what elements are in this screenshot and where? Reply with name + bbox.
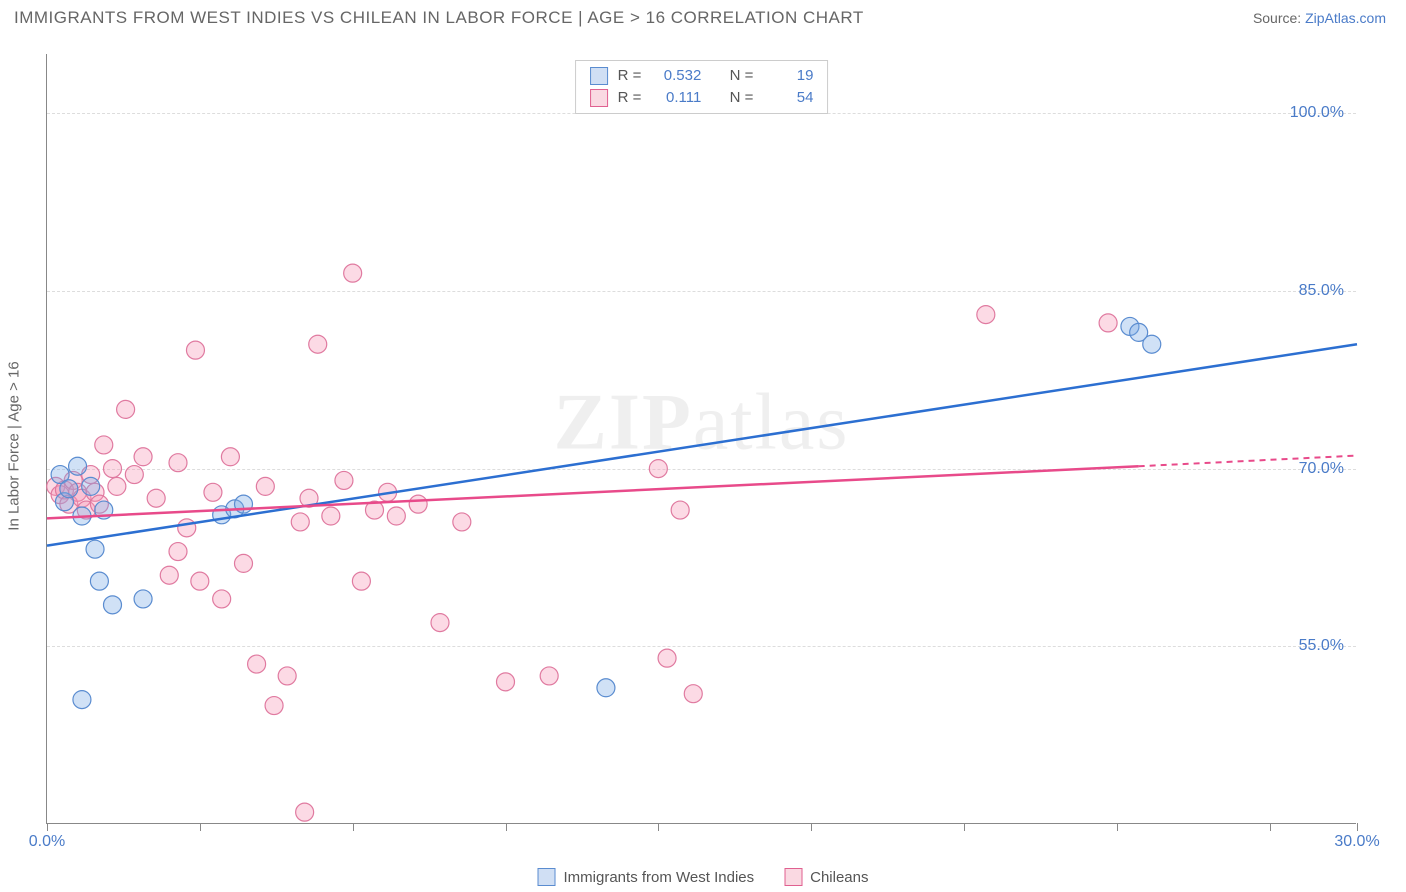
data-point-pink: [344, 264, 362, 282]
data-point-pink: [309, 335, 327, 353]
source-attribution: Source: ZipAtlas.com: [1253, 10, 1386, 26]
data-point-pink: [235, 554, 253, 572]
legend-label-blue: Immigrants from West Indies: [564, 869, 755, 886]
swatch-pink-icon: [784, 868, 802, 886]
data-point-blue: [82, 477, 100, 495]
x-tick: [1117, 823, 1118, 831]
data-point-pink: [453, 513, 471, 531]
data-point-pink: [108, 477, 126, 495]
data-point-pink: [431, 614, 449, 632]
regression-line-blue: [47, 344, 1357, 545]
data-point-pink: [134, 448, 152, 466]
data-point-pink: [117, 400, 135, 418]
data-point-blue: [86, 540, 104, 558]
data-point-pink: [296, 803, 314, 821]
swatch-blue-icon: [590, 67, 608, 85]
chart-title: IMMIGRANTS FROM WEST INDIES VS CHILEAN I…: [14, 8, 864, 28]
data-point-pink: [178, 519, 196, 537]
data-point-pink: [186, 341, 204, 359]
data-point-blue: [597, 679, 615, 697]
n-label: N =: [730, 87, 754, 109]
scatter-svg: [47, 54, 1356, 823]
r-value-blue: 0.532: [651, 65, 701, 87]
r-value-pink: 0.111: [651, 87, 701, 109]
r-label: R =: [618, 87, 642, 109]
regression-line-extrapolated-pink: [1139, 456, 1357, 467]
data-point-pink: [265, 697, 283, 715]
data-point-pink: [160, 566, 178, 584]
x-tick-label: 30.0%: [1334, 833, 1379, 851]
source-link[interactable]: ZipAtlas.com: [1305, 10, 1386, 26]
data-point-pink: [1099, 314, 1117, 332]
data-point-pink: [191, 572, 209, 590]
r-label: R =: [618, 65, 642, 87]
data-point-pink: [322, 507, 340, 525]
data-point-pink: [95, 436, 113, 454]
data-point-pink: [291, 513, 309, 531]
data-point-pink: [221, 448, 239, 466]
swatch-pink-icon: [590, 89, 608, 107]
x-tick: [658, 823, 659, 831]
x-tick: [1270, 823, 1271, 831]
source-label: Source:: [1253, 10, 1301, 26]
x-tick: [47, 823, 48, 831]
data-point-pink: [977, 306, 995, 324]
data-point-pink: [409, 495, 427, 513]
legend-row-pink: R = 0.111 N = 54: [590, 87, 814, 109]
data-point-pink: [204, 483, 222, 501]
data-point-pink: [125, 466, 143, 484]
data-point-pink: [248, 655, 266, 673]
n-value-blue: 19: [763, 65, 813, 87]
correlation-legend: R = 0.532 N = 19 R = 0.111 N = 54: [575, 60, 829, 114]
y-axis-label: In Labor Force | Age > 16: [6, 361, 23, 530]
n-label: N =: [730, 65, 754, 87]
data-point-pink: [658, 649, 676, 667]
data-point-pink: [540, 667, 558, 685]
data-point-pink: [684, 685, 702, 703]
data-point-pink: [335, 471, 353, 489]
legend-item-blue: Immigrants from West Indies: [538, 868, 755, 886]
x-tick: [506, 823, 507, 831]
data-point-pink: [278, 667, 296, 685]
data-point-blue: [69, 457, 87, 475]
data-point-blue: [90, 572, 108, 590]
legend-label-pink: Chileans: [810, 869, 868, 886]
data-point-pink: [147, 489, 165, 507]
x-tick: [1357, 823, 1358, 831]
data-point-pink: [256, 477, 274, 495]
data-point-blue: [104, 596, 122, 614]
legend-row-blue: R = 0.532 N = 19: [590, 65, 814, 87]
chart-plot-area: ZIPatlas 55.0%70.0%85.0%100.0% R = 0.532…: [46, 54, 1356, 824]
x-tick-label: 0.0%: [29, 833, 65, 851]
data-point-pink: [649, 460, 667, 478]
swatch-blue-icon: [538, 868, 556, 886]
data-point-pink: [169, 454, 187, 472]
x-tick: [964, 823, 965, 831]
data-point-blue: [60, 480, 78, 498]
n-value-pink: 54: [763, 87, 813, 109]
data-point-pink: [104, 460, 122, 478]
data-point-pink: [497, 673, 515, 691]
data-point-pink: [169, 543, 187, 561]
data-point-pink: [387, 507, 405, 525]
data-point-pink: [213, 590, 231, 608]
series-legend: Immigrants from West Indies Chileans: [538, 868, 869, 886]
chart-header: IMMIGRANTS FROM WEST INDIES VS CHILEAN I…: [0, 0, 1406, 36]
data-point-blue: [73, 691, 91, 709]
data-point-blue: [134, 590, 152, 608]
data-point-blue: [1130, 323, 1148, 341]
legend-item-pink: Chileans: [784, 868, 868, 886]
x-tick: [200, 823, 201, 831]
x-tick: [353, 823, 354, 831]
data-point-pink: [352, 572, 370, 590]
x-tick: [811, 823, 812, 831]
data-point-pink: [671, 501, 689, 519]
